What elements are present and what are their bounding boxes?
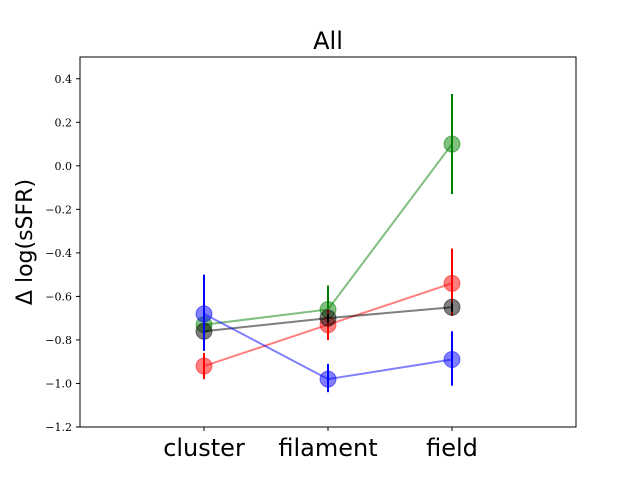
y-tick-label: −0.4	[45, 247, 72, 260]
series-0	[195, 94, 461, 334]
data-point	[195, 357, 213, 375]
x-tick-label: field	[426, 434, 478, 462]
y-tick-label: 0.0	[55, 160, 73, 173]
data-point	[319, 309, 337, 327]
y-tick-label: −0.8	[45, 334, 72, 347]
chart-title: All	[313, 27, 343, 55]
data-point	[443, 298, 461, 316]
y-axis-label: Δ log(sSFR)	[13, 179, 38, 305]
y-tick-label: −1.2	[45, 421, 72, 434]
y-axis-ticks: 0.4 0.2 0.0 −0.2 −0.4 −0.6 −0.8 −1.0 −1.2	[45, 73, 80, 434]
x-tick-label: cluster	[163, 434, 245, 462]
x-axis-ticks: cluster filament field	[163, 427, 478, 462]
data-point	[443, 274, 461, 292]
x-tick-label: filament	[278, 434, 377, 462]
series-3	[195, 274, 461, 393]
data-point	[443, 135, 461, 153]
y-tick-label: 0.4	[55, 73, 73, 86]
y-tick-label: −0.6	[45, 290, 72, 303]
data-point	[319, 370, 337, 388]
data-point	[443, 351, 461, 369]
y-tick-label: 0.2	[55, 116, 73, 129]
y-tick-label: −0.2	[45, 203, 72, 216]
series-layer	[195, 94, 461, 393]
data-point	[195, 305, 213, 323]
y-tick-label: −1.0	[45, 377, 72, 390]
